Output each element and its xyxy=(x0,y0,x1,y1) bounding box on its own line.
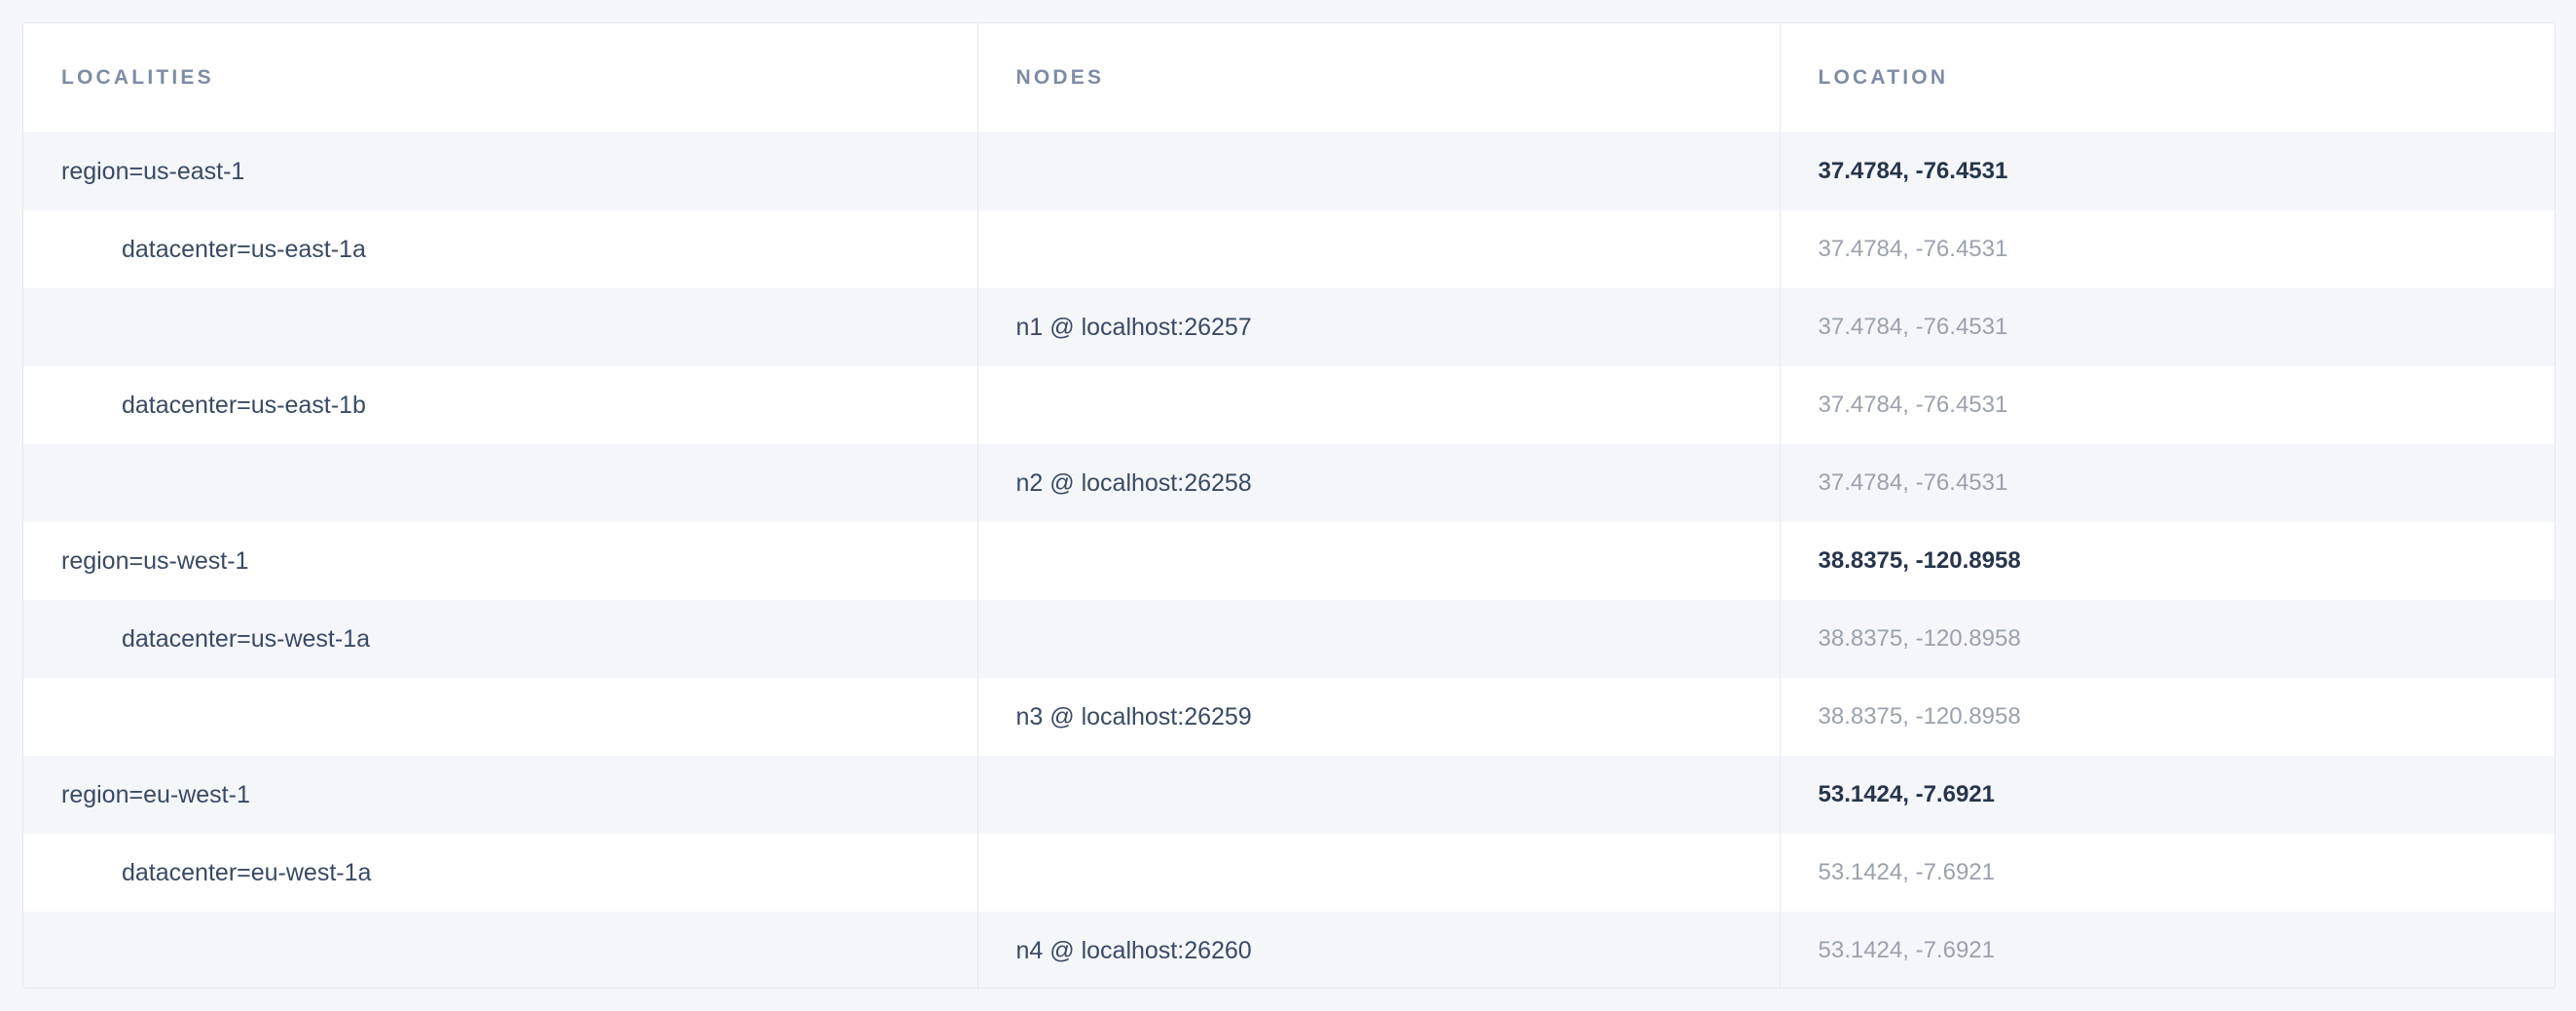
table-body: region=us-east-1 37.4784, -76.4531 datacen… xyxy=(23,132,2555,988)
cell-locality: datacenter=us-west-1a xyxy=(122,624,371,653)
cell-node xyxy=(976,210,1780,288)
cell-node xyxy=(976,132,1780,210)
cell-locality: region=us-east-1 xyxy=(61,157,245,185)
cell-locality: datacenter=eu-west-1a xyxy=(122,858,372,886)
cell-location: 53.1424, -7.6921 xyxy=(1779,834,2555,912)
cell-location: 38.8375, -120.8958 xyxy=(1779,600,2555,678)
table-row[interactable]: n3 @ localhost:26259 38.8375, -120.8958 xyxy=(23,678,2555,756)
cell-locality xyxy=(23,678,977,756)
cell-node xyxy=(976,600,1780,678)
cell-location: 53.1424, -7.6921 xyxy=(1779,756,2555,834)
cell-location: 37.4784, -76.4531 xyxy=(1779,288,2555,366)
cell-location: 37.4784, -76.4531 xyxy=(1779,366,2555,444)
table-row[interactable]: datacenter=us-east-1a 37.4784, -76.4531 xyxy=(23,210,2555,288)
table-row[interactable]: region=us-west-1 38.8375, -120.8958 xyxy=(23,522,2555,600)
cell-location: 38.8375, -120.8958 xyxy=(1779,522,2555,600)
cell-locality xyxy=(23,444,977,522)
localities-table-card: LOCALITIES NODES LOCATION region=us-east… xyxy=(22,22,2556,989)
cell-node xyxy=(976,756,1780,834)
cell-location: 38.8375, -120.8958 xyxy=(1779,678,2555,756)
cell-locality: region=eu-west-1 xyxy=(61,780,250,808)
table-row[interactable]: region=eu-west-1 53.1424, -7.6921 xyxy=(23,756,2555,834)
cell-locality: datacenter=us-east-1b xyxy=(122,391,366,419)
column-header-nodes[interactable]: NODES xyxy=(976,23,1780,133)
cell-locality: datacenter=us-east-1a xyxy=(122,235,366,263)
cell-location: 37.4784, -76.4531 xyxy=(1779,444,2555,522)
cell-node: n3 @ localhost:26259 xyxy=(976,678,1780,756)
table-row[interactable]: datacenter=eu-west-1a 53.1424, -7.6921 xyxy=(23,834,2555,912)
cell-node: n2 @ localhost:26258 xyxy=(976,444,1780,522)
table-row[interactable]: n4 @ localhost:26260 53.1424, -7.6921 xyxy=(23,912,2555,988)
cell-locality: region=us-west-1 xyxy=(61,546,249,575)
cell-node: n4 @ localhost:26260 xyxy=(976,912,1780,988)
cell-location: 37.4784, -76.4531 xyxy=(1779,132,2555,210)
cell-locality xyxy=(23,912,977,988)
column-header-location[interactable]: LOCATION xyxy=(1779,23,2555,133)
column-header-localities[interactable]: LOCALITIES xyxy=(23,23,977,133)
table-row[interactable]: datacenter=us-east-1b 37.4784, -76.4531 xyxy=(23,366,2555,444)
cell-node xyxy=(976,366,1780,444)
cell-node xyxy=(976,834,1780,912)
table-header: LOCALITIES NODES LOCATION xyxy=(23,23,2555,133)
table-row[interactable]: datacenter=us-west-1a 38.8375, -120.8958 xyxy=(23,600,2555,678)
table-header-row: LOCALITIES NODES LOCATION xyxy=(23,23,2555,133)
table-row[interactable]: n1 @ localhost:26257 37.4784, -76.4531 xyxy=(23,288,2555,366)
cell-location: 37.4784, -76.4531 xyxy=(1779,210,2555,288)
table-row[interactable]: n2 @ localhost:26258 37.4784, -76.4531 xyxy=(23,444,2555,522)
table-row[interactable]: region=us-east-1 37.4784, -76.4531 xyxy=(23,132,2555,210)
cell-node: n1 @ localhost:26257 xyxy=(976,288,1780,366)
cell-locality xyxy=(23,288,977,366)
localities-table: LOCALITIES NODES LOCATION region=us-east… xyxy=(23,23,2555,988)
cell-node xyxy=(976,522,1780,600)
cell-location: 53.1424, -7.6921 xyxy=(1779,912,2555,988)
